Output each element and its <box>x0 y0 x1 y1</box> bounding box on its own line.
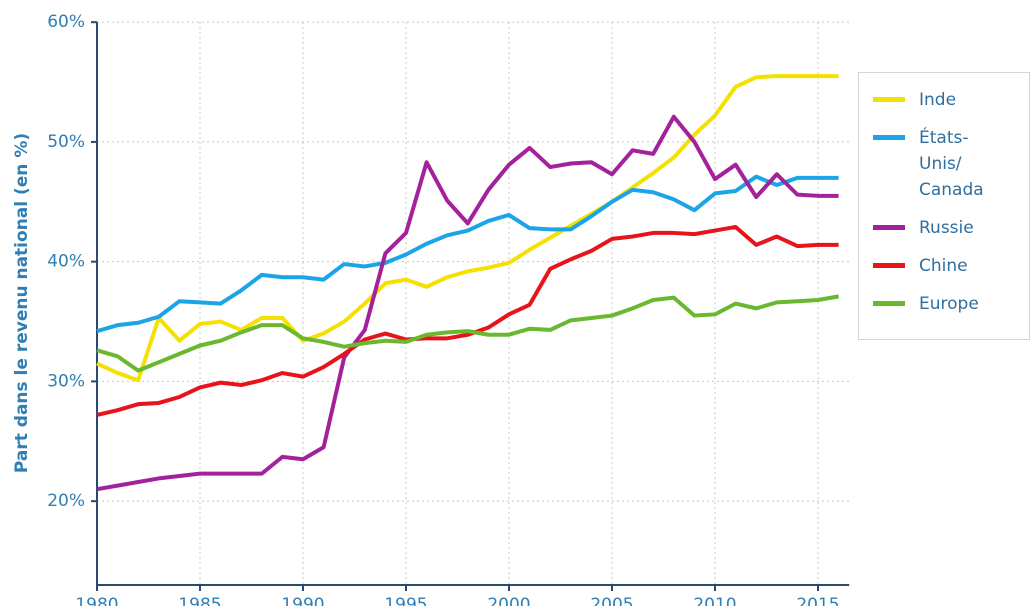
legend-swatch <box>873 97 905 102</box>
legend-item: Chine <box>873 253 1029 279</box>
chart: Part dans le revenu national (en %) 20% 3… <box>12 12 850 606</box>
x-tick-label: 1995 <box>384 595 427 606</box>
legend-item: États-Unis/ Canada <box>873 125 1029 203</box>
x-tick-label: 1980 <box>75 595 118 606</box>
x-tick-label: 2000 <box>487 595 530 606</box>
legend-item: Inde <box>873 87 1029 113</box>
legend-swatch <box>873 263 905 268</box>
legend-swatch <box>873 225 905 230</box>
x-tick-label: 2015 <box>796 595 839 606</box>
y-tick-label: 30% <box>47 371 85 391</box>
legend-swatch <box>873 135 905 140</box>
legend-swatch <box>873 301 905 306</box>
y-tick-label: 20% <box>47 491 85 511</box>
x-tick-label: 2005 <box>590 595 633 606</box>
x-tick-label: 2010 <box>693 595 736 606</box>
legend-label: Inde <box>919 90 957 110</box>
series-line <box>96 74 839 383</box>
series-line <box>96 294 839 373</box>
series-line <box>96 224 839 417</box>
legend-item: Europe <box>873 291 1029 317</box>
series-line <box>96 174 839 334</box>
y-tick-label: 60% <box>47 12 85 32</box>
x-tick-label: 1985 <box>178 595 221 606</box>
y-tick-label: 50% <box>47 132 85 152</box>
y-tick-label: 40% <box>47 252 85 272</box>
x-tick-label: 1990 <box>281 595 324 606</box>
legend-item: Russie <box>873 215 1029 241</box>
series-line <box>96 114 839 492</box>
y-axis-label: Part dans le revenu national (en %) <box>12 133 32 473</box>
legend-label: Russie <box>919 218 974 238</box>
legend-label: Chine <box>919 256 968 276</box>
legend: Inde États-Unis/ Canada Russie Chine Europe <box>858 72 1030 340</box>
legend-label: Europe <box>919 294 979 314</box>
legend-label: États-Unis/ Canada <box>919 128 984 200</box>
